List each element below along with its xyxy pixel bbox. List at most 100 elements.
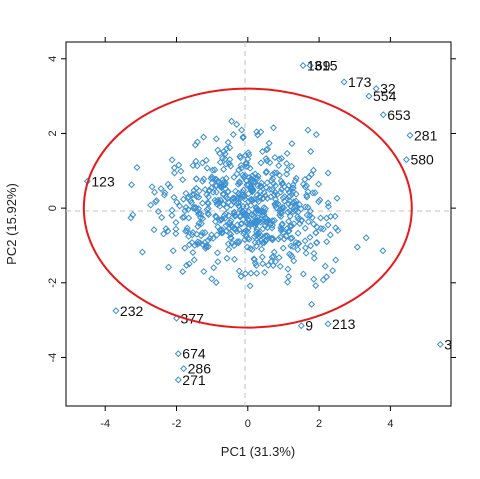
data-point [197,220,205,228]
data-point [278,225,286,233]
data-point [247,219,255,227]
data-point [304,126,312,134]
data-point [221,214,229,222]
data-point [217,196,225,204]
data-point [148,183,156,191]
data-point [158,213,166,221]
data-point [311,189,319,197]
y-axis-ticks: -4 -2 0 2 4 [47,56,456,363]
data-point [275,254,283,262]
data-point [191,141,199,149]
data-point [183,261,191,269]
point-label: 271 [182,372,206,388]
data-point [254,218,262,226]
data-point [304,218,312,226]
data-point [287,202,295,210]
data-point [307,148,315,156]
data-point [203,164,211,172]
data-point [189,204,197,212]
data-point [294,213,302,221]
data-point [280,197,288,205]
data-point [247,178,255,186]
data-point [219,200,227,208]
data-point [262,236,270,244]
data-point [301,203,309,211]
data-point [238,207,246,215]
data-point [287,251,295,259]
data-point [192,175,200,183]
data-point [307,171,315,179]
data-point [224,198,232,206]
data-point [286,197,294,205]
data-point [199,215,207,223]
data-point [152,198,160,206]
data-point [235,178,243,186]
data-point [271,169,279,177]
data-point [238,191,246,199]
data-point [267,193,275,201]
data-point [128,181,136,189]
data-point [166,183,174,191]
x-tick-label: 4 [387,418,393,430]
data-point [247,175,255,183]
data-point [209,174,217,182]
data-point [333,194,341,202]
data-point [310,275,318,283]
point-label: 580 [410,152,434,168]
data-point [379,247,387,255]
data-point [294,229,302,237]
data-point [201,229,209,237]
data-point [324,221,332,229]
data-point [172,225,180,233]
data-point [331,212,339,220]
data-point [239,186,247,194]
data-point [240,230,248,238]
point-label: 32 [380,81,396,97]
data-point [275,171,283,179]
data-point [287,235,295,243]
data-point [305,173,313,181]
data-point [225,212,233,220]
data-point [239,133,247,141]
data-point [164,180,172,188]
data-point [184,206,192,214]
x-axis-label: PC1 (31.3%) [221,444,295,459]
data-point [268,185,276,193]
data-point [329,267,337,275]
data-point [220,165,228,173]
data-point [199,240,207,248]
data-point [252,204,261,212]
data-point [277,177,285,185]
data-point [200,133,208,141]
data-point [235,202,243,210]
data-point [175,161,183,169]
data-point [327,212,335,220]
data-point [290,220,298,228]
y-tick-label: -4 [47,353,59,363]
data-point [170,193,178,201]
data-point [288,222,296,230]
point-label: 653 [387,107,411,123]
point-label: 554 [373,88,397,104]
data-point [362,234,370,242]
data-point [240,192,248,200]
data-point [236,152,244,160]
data-point [301,183,309,191]
data-point [161,189,169,197]
data-point [312,229,320,237]
data-point [283,166,291,174]
data-point [190,190,198,198]
data-point [185,260,193,268]
data-point [213,249,221,257]
data-point [286,212,294,220]
data-point [219,191,227,199]
confidence-ellipse [82,87,413,329]
data-point [251,259,259,267]
data-point [226,156,234,164]
data-point [288,140,296,148]
data-point [289,188,297,196]
labeled-point-marker [406,131,414,139]
data-point [289,181,297,189]
point-label: 281 [414,127,438,143]
